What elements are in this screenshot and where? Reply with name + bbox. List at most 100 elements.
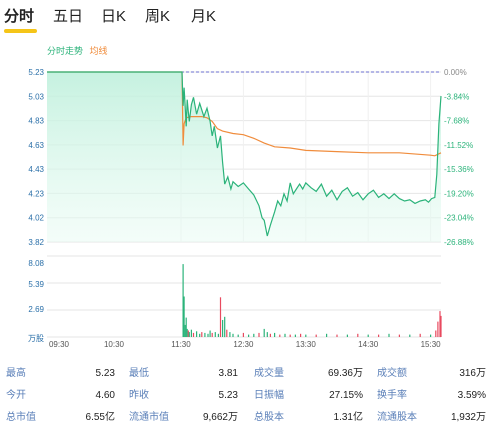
- tab-weekly-k[interactable]: 周K: [145, 8, 171, 25]
- volume-tick-label: 2.69: [28, 305, 44, 314]
- volume-bar: [232, 333, 234, 337]
- volume-bar: [183, 296, 185, 337]
- stat-label-float-shares: 流通股本: [377, 412, 417, 423]
- stat-label-total-shares: 总股本: [254, 412, 284, 423]
- volume-bar: [201, 332, 203, 337]
- volume-bar: [184, 324, 186, 337]
- stat-label-prev-close: 昨收: [129, 390, 149, 401]
- volume-bar: [192, 332, 195, 337]
- percent-tick-label: -7.68%: [444, 117, 469, 126]
- stat-label-low: 最低: [129, 368, 149, 379]
- stat-label-high: 最高: [6, 368, 26, 379]
- volume-bar: [226, 329, 228, 337]
- percent-tick-label: -26.88%: [444, 238, 474, 247]
- volume-tick-label: 万股: [28, 334, 44, 343]
- volume-bar: [242, 332, 244, 337]
- volume-bar: [253, 333, 255, 337]
- legend-price: 分时走势: [47, 46, 84, 56]
- volume-bar: [182, 264, 184, 337]
- volume-tick-label: 5.39: [28, 280, 44, 289]
- time-tick-label: 12:30: [233, 340, 254, 349]
- tab-five-day[interactable]: 五日: [53, 8, 84, 25]
- chart-legend: 分时走势 均线: [47, 45, 108, 57]
- stat-value-amplitude: 27.15%: [329, 390, 363, 401]
- intraday-chart: 5.23 5.03 4.83 4.63 4.43 4.23 4.02 3.82 0.00% -3.…: [28, 68, 474, 349]
- volume-bar: [258, 332, 260, 337]
- legend-average: 均线: [89, 46, 108, 56]
- volume-bar: [187, 330, 189, 337]
- stat-value-low: 3.81: [218, 368, 238, 379]
- average-line: [47, 71, 442, 157]
- stat-value-open: 4.60: [95, 390, 115, 401]
- volume-bar: [279, 334, 281, 337]
- volume-bar: [419, 333, 421, 337]
- stat-value-prev-close: 5.23: [218, 390, 238, 401]
- percent-tick-label: 0.00%: [444, 68, 467, 77]
- volume-bar: [248, 334, 250, 337]
- volume-bar: [430, 334, 432, 337]
- stat-label-turnover-rate: 换手率: [377, 390, 407, 401]
- stat-label-float-market-cap: 流通市值: [129, 412, 169, 423]
- volume-bar: [185, 317, 187, 337]
- stat-value-market-cap: 6.55亿: [85, 412, 115, 423]
- stat-label-turnover-amount: 成交额: [377, 368, 407, 379]
- tab-daily-k[interactable]: 日K: [101, 8, 127, 25]
- stat-value-turnover-amount: 316万: [459, 368, 486, 379]
- price-tick-label: 5.03: [28, 92, 44, 101]
- volume-bar: [214, 332, 216, 337]
- price-tick-label: 5.23: [28, 68, 44, 77]
- stat-value-turnover-rate: 3.59%: [457, 390, 486, 401]
- stat-label-volume: 成交量: [254, 368, 284, 379]
- time-tick-label: 09:30: [49, 340, 70, 349]
- volume-bar: [190, 329, 192, 337]
- volume-bar: [367, 334, 369, 337]
- volume-bar: [284, 333, 286, 337]
- volume-bar: [204, 332, 206, 337]
- stat-value-float-market-cap: 9,662万: [202, 412, 238, 423]
- volume-bar: [263, 328, 265, 337]
- volume-bar: [388, 333, 390, 337]
- volume-bar: [336, 334, 338, 337]
- price-tick-label: 3.82: [28, 238, 44, 247]
- stat-value-volume: 69.36万: [327, 368, 363, 379]
- stat-label-open: 今开: [6, 390, 26, 401]
- volume-bar: [300, 333, 302, 337]
- volume-bar: [188, 332, 190, 337]
- price-line: [47, 71, 442, 237]
- percent-tick-label: -19.20%: [444, 189, 474, 198]
- percent-tick-label: -23.04%: [444, 214, 474, 223]
- volume-bar: [437, 321, 439, 337]
- volume-bar: [211, 332, 213, 337]
- stat-value-total-shares: 1.31亿: [333, 412, 363, 423]
- period-tab-bar: 分时 五日 日K 周K 月K: [0, 0, 500, 36]
- volume-bar: [269, 333, 271, 337]
- volume-tick-label: 8.08: [28, 259, 44, 268]
- volume-bar: [409, 334, 411, 337]
- volume-bar: [217, 333, 219, 337]
- price-tick-label: 4.83: [28, 117, 44, 126]
- volume-bar: [289, 334, 291, 337]
- volume-bar: [229, 332, 231, 337]
- price-tick-label: 4.63: [28, 141, 44, 150]
- price-tick-label: 4.23: [28, 189, 44, 198]
- volume-bar: [186, 328, 188, 337]
- volume-bar: [224, 316, 226, 338]
- active-tab-indicator: [4, 29, 37, 33]
- volume-bar: [222, 320, 224, 337]
- volume-bar: [219, 297, 222, 337]
- percent-tick-label: -11.52%: [444, 141, 473, 150]
- tab-monthly-k[interactable]: 月K: [191, 8, 217, 25]
- stat-label-amplitude: 日振幅: [254, 390, 284, 401]
- volume-bar: [440, 315, 442, 337]
- stat-label-market-cap: 总市值: [6, 412, 36, 423]
- price-tick-label: 4.43: [28, 165, 44, 174]
- tab-intraday[interactable]: 分时: [4, 8, 35, 25]
- time-tick-label: 15:30: [421, 340, 442, 349]
- volume-bar: [209, 330, 211, 337]
- volume-bar: [398, 334, 400, 337]
- time-tick-label: 11:30: [171, 340, 191, 349]
- time-tick-label: 10:30: [104, 340, 125, 349]
- percent-tick-label: -3.84%: [444, 92, 469, 101]
- stat-value-float-shares: 1,932万: [450, 412, 486, 423]
- price-area: [47, 72, 441, 242]
